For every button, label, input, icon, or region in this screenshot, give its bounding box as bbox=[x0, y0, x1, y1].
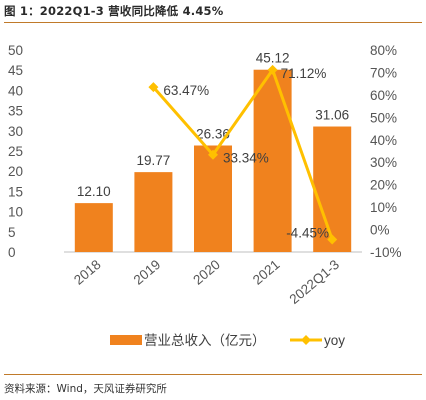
revenue-bars bbox=[74, 69, 352, 252]
left-tick-label: 25 bbox=[8, 144, 23, 159]
x-tick-label: 2021 bbox=[250, 257, 283, 288]
yoy-label: 33.34% bbox=[223, 151, 269, 166]
revenue-bar-label: 26.36 bbox=[196, 127, 230, 142]
yoy-point bbox=[148, 82, 159, 93]
revenue-bar-label: 19.77 bbox=[137, 153, 171, 168]
yoy-point bbox=[327, 234, 338, 245]
right-tick-label: 40% bbox=[370, 133, 397, 148]
x-tick-label: 2022Q1-3 bbox=[286, 257, 342, 307]
left-tick-label: 10 bbox=[8, 205, 23, 220]
legend-swatch-revenue bbox=[110, 335, 142, 345]
left-tick-label: 20 bbox=[8, 164, 23, 179]
yoy-label: 71.12% bbox=[281, 66, 327, 81]
right-axis-ticks: -10% 0% 10% 20% 30% 40% 50% 60% 70% 80% bbox=[370, 43, 402, 260]
title-divider bbox=[4, 22, 422, 23]
left-tick-label: 0 bbox=[8, 245, 16, 260]
revenue-bar-labels: 12.10 19.77 26.36 45.12 31.06 bbox=[77, 51, 349, 199]
revenue-bar bbox=[253, 69, 292, 252]
legend-marker-yoy bbox=[301, 335, 311, 345]
source-divider bbox=[4, 374, 422, 375]
revenue-bar bbox=[313, 126, 352, 252]
left-tick-label: 40 bbox=[8, 83, 23, 98]
figure-title: 图 1：2022Q1-3 营收同比降低 4.45% bbox=[4, 4, 224, 18]
legend: 营业总收入（亿元） yoy bbox=[110, 333, 345, 348]
revenue-bar-label: 31.06 bbox=[315, 108, 349, 123]
x-tick-label: 2020 bbox=[190, 257, 223, 288]
yoy-line bbox=[152, 66, 334, 241]
source-note: 资料来源：Wind，天风证券研究所 bbox=[4, 383, 167, 395]
left-tick-label: 35 bbox=[8, 104, 23, 119]
revenue-bar-label: 45.12 bbox=[256, 51, 290, 66]
yoy-labels: 63.47% 33.34% 71.12% -4.45% bbox=[163, 66, 329, 241]
left-tick-label: 15 bbox=[8, 184, 23, 199]
right-tick-label: 80% bbox=[370, 43, 397, 58]
x-tick-label: 2019 bbox=[131, 257, 164, 288]
x-tick-label: 2018 bbox=[71, 257, 104, 288]
revenue-bar bbox=[194, 145, 232, 252]
yoy-points bbox=[148, 64, 338, 245]
left-tick-label: 50 bbox=[8, 43, 23, 58]
right-tick-label: 20% bbox=[370, 178, 397, 193]
left-tick-label: 45 bbox=[8, 63, 23, 78]
yoy-label: -4.45% bbox=[286, 226, 329, 241]
yoy-point bbox=[267, 64, 278, 75]
x-axis-ticks: 2018 2019 2020 2021 2022Q1-3 bbox=[71, 257, 342, 307]
revenue-bar bbox=[134, 172, 173, 252]
right-tick-label: 10% bbox=[370, 200, 397, 215]
revenue-chart: 0 5 10 15 20 25 30 35 40 45 50 -10% 0% 10% 20% 30% 40% 5… bbox=[8, 43, 402, 348]
right-tick-label: 50% bbox=[370, 110, 397, 125]
left-tick-label: 5 bbox=[8, 225, 16, 240]
revenue-bar bbox=[74, 203, 113, 252]
right-tick-label: 0% bbox=[370, 223, 390, 238]
left-axis-ticks: 0 5 10 15 20 25 30 35 40 45 50 bbox=[8, 43, 23, 260]
right-tick-label: 60% bbox=[370, 88, 397, 103]
yoy-point bbox=[208, 149, 218, 160]
yoy-label: 63.47% bbox=[163, 83, 209, 98]
revenue-bar-label: 12.10 bbox=[77, 184, 111, 199]
right-tick-label: 70% bbox=[370, 65, 397, 80]
legend-label-revenue: 营业总收入（亿元） bbox=[144, 333, 266, 348]
right-tick-label: 30% bbox=[370, 155, 397, 170]
legend-label-yoy: yoy bbox=[324, 333, 345, 348]
right-tick-label: -10% bbox=[370, 245, 402, 260]
left-tick-label: 30 bbox=[8, 124, 23, 139]
